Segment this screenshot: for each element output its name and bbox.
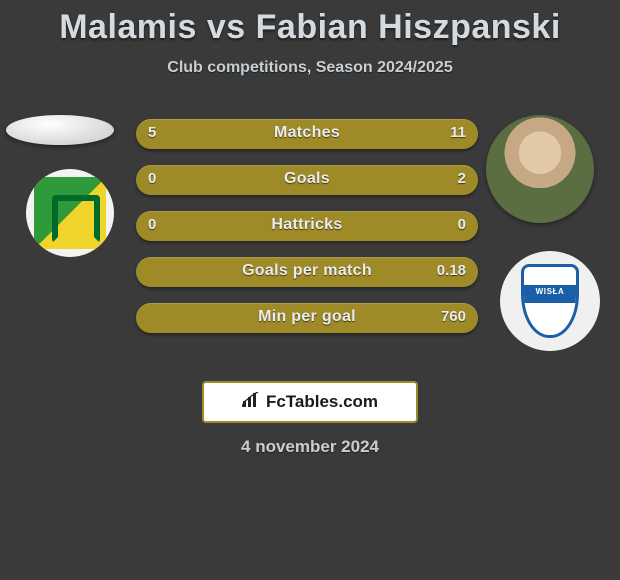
bar-chart-icon bbox=[242, 392, 260, 413]
stat-label: Goals per match bbox=[136, 257, 478, 287]
stat-bar-gpm: Goals per match 0.18 bbox=[136, 257, 478, 287]
stat-right-value: 0.18 bbox=[437, 257, 466, 287]
player1-club-badge bbox=[26, 169, 114, 257]
comparison-stage: WISŁA 5 Matches 11 0 Goals 2 0 Hattricks… bbox=[0, 105, 620, 365]
date-label: 4 november 2024 bbox=[0, 437, 620, 457]
header: Malamis vs Fabian Hiszpanski Club compet… bbox=[0, 0, 620, 77]
branding-badge[interactable]: FcTables.com bbox=[202, 381, 418, 423]
club2-logo-text: WISŁA bbox=[524, 287, 576, 296]
stat-label: Min per goal bbox=[136, 303, 478, 333]
player2-club-badge: WISŁA bbox=[500, 251, 600, 351]
stat-bars: 5 Matches 11 0 Goals 2 0 Hattricks 0 Goa… bbox=[136, 119, 478, 349]
stat-bar-matches: 5 Matches 11 bbox=[136, 119, 478, 149]
player1-avatar bbox=[6, 115, 114, 145]
stat-label: Matches bbox=[136, 119, 478, 149]
stat-label: Goals bbox=[136, 165, 478, 195]
stat-label: Hattricks bbox=[136, 211, 478, 241]
branding-text: FcTables.com bbox=[266, 392, 378, 412]
page-title: Malamis vs Fabian Hiszpanski bbox=[0, 8, 620, 47]
title-separator: vs bbox=[207, 8, 246, 46]
stat-bar-goals: 0 Goals 2 bbox=[136, 165, 478, 195]
stat-right-value: 11 bbox=[450, 119, 466, 149]
stat-right-value: 0 bbox=[458, 211, 466, 241]
club1-logo bbox=[34, 177, 106, 249]
title-player1: Malamis bbox=[59, 8, 197, 46]
stat-right-value: 760 bbox=[441, 303, 466, 333]
stat-bar-mpg: Min per goal 760 bbox=[136, 303, 478, 333]
club2-logo: WISŁA bbox=[521, 264, 579, 338]
subtitle: Club competitions, Season 2024/2025 bbox=[0, 59, 620, 77]
stat-right-value: 2 bbox=[458, 165, 466, 195]
title-player2: Fabian Hiszpanski bbox=[256, 8, 561, 46]
stat-bar-hattricks: 0 Hattricks 0 bbox=[136, 211, 478, 241]
player2-avatar bbox=[486, 115, 594, 223]
